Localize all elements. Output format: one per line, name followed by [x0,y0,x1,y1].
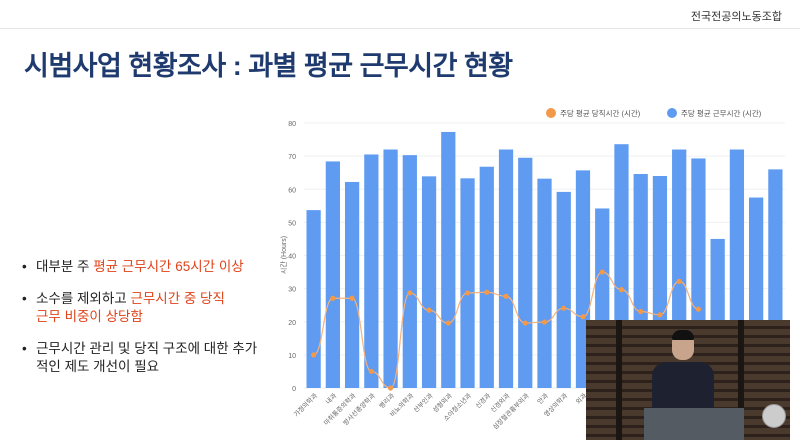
bar [441,131,456,388]
y-tick-label: 20 [288,320,296,327]
wall-divider [738,320,744,440]
bullet-item: • 대부분 주 평균 근무시간 65시간 이상 [22,259,244,274]
duty-hours-point [311,352,317,358]
x-tick-label: 방사선종양학과 [341,391,377,427]
legend-marker-duty [546,108,556,118]
y-tick-label: 50 [288,220,296,227]
duty-hours-point [426,307,432,313]
speaker-hair [672,330,694,340]
bar [364,154,379,388]
bullet-highlight: 근무시간 중 당직근무 비중이 상당함 [36,291,225,324]
duty-hours-point [368,368,374,375]
duty-hours-point [657,312,663,318]
y-tick-label: 70 [288,154,296,161]
slide-title: 시범사업 현황조사 : 과별 평균 근무시간 현황 [24,51,513,81]
bar [344,181,360,388]
duty-hours-point [349,295,355,301]
bar [325,161,340,388]
duty-hours-point [618,287,625,293]
bar [518,157,533,388]
duty-hours-point [464,290,471,296]
duty-hours-point [695,306,702,312]
duty-hours-point [541,319,548,325]
bullet-text: 소수를 제외하고 [36,291,131,306]
legend-label-duty: 주당 평균 당직시간 (시간) [560,108,641,118]
y-tick-label: 10 [288,353,296,360]
x-tick-label: 내과 [323,391,338,406]
x-tick-label: 안과 [535,391,550,406]
header-divider [0,28,800,29]
speaker-body [652,362,714,412]
bullet-item: • 근무시간 관리 및 당직 구조에 대한 추가적인 제도 개선이 필요 [22,340,282,376]
bullet-text: 대부분 주 [36,259,94,274]
legend-marker-work [667,108,677,118]
organization-name: 전국전공의노동조합 [690,11,782,23]
bar [479,166,494,388]
duty-hours-point [599,269,605,275]
duty-hours-point [522,320,528,326]
bar [498,149,514,388]
bar [421,176,437,388]
x-tick-label: 병리과 [377,391,396,410]
duty-hours-point [580,314,586,320]
duty-hours-point [503,293,509,299]
x-tick-label: 신경과 [473,391,492,410]
duty-hours-point [407,290,413,296]
speaker-video-overlay [586,320,790,440]
emblem-icon [762,404,786,428]
y-tick-label: 40 [288,254,296,261]
duty-hours-point [484,289,490,295]
bullet-text: 근무시간 관리 및 당직 구조에 대한 추가적인 제도 개선이 필요 [36,341,258,374]
duty-hours-point [445,320,451,326]
y-tick-label: 0 [292,386,296,393]
podium [644,408,744,440]
duty-hours-point [330,295,336,301]
duty-hours-point [387,385,394,391]
x-tick-label: 산부인과 [411,391,434,414]
bar [460,178,475,388]
duty-hours-point [638,308,644,315]
bullet-highlight: 평균 근무시간 65시간 이상 [93,259,244,274]
wall-divider [616,320,622,440]
bar [556,191,571,388]
y-tick-label: 30 [288,287,296,294]
bar [383,149,398,388]
bullet-item: • 소수를 제외하고 근무시간 중 당직근무 비중이 상당함 [22,291,225,324]
legend-label-work: 주당 평균 근무시간 (시간) [681,108,762,118]
bar [537,178,552,388]
bar [306,210,321,388]
duty-hours-point [561,305,567,311]
bar [402,155,417,388]
y-tick-label: 60 [288,187,296,194]
bullet-list: • 대부분 주 평균 근무시간 65시간 이상 • 소수를 제외하고 근무시간 중 … [22,258,282,390]
x-tick-label: 가정의학과 [292,391,320,419]
y-axis-label: 시간 (Hours) [279,236,288,274]
duty-hours-point [676,278,682,284]
y-tick-label: 80 [288,121,296,128]
